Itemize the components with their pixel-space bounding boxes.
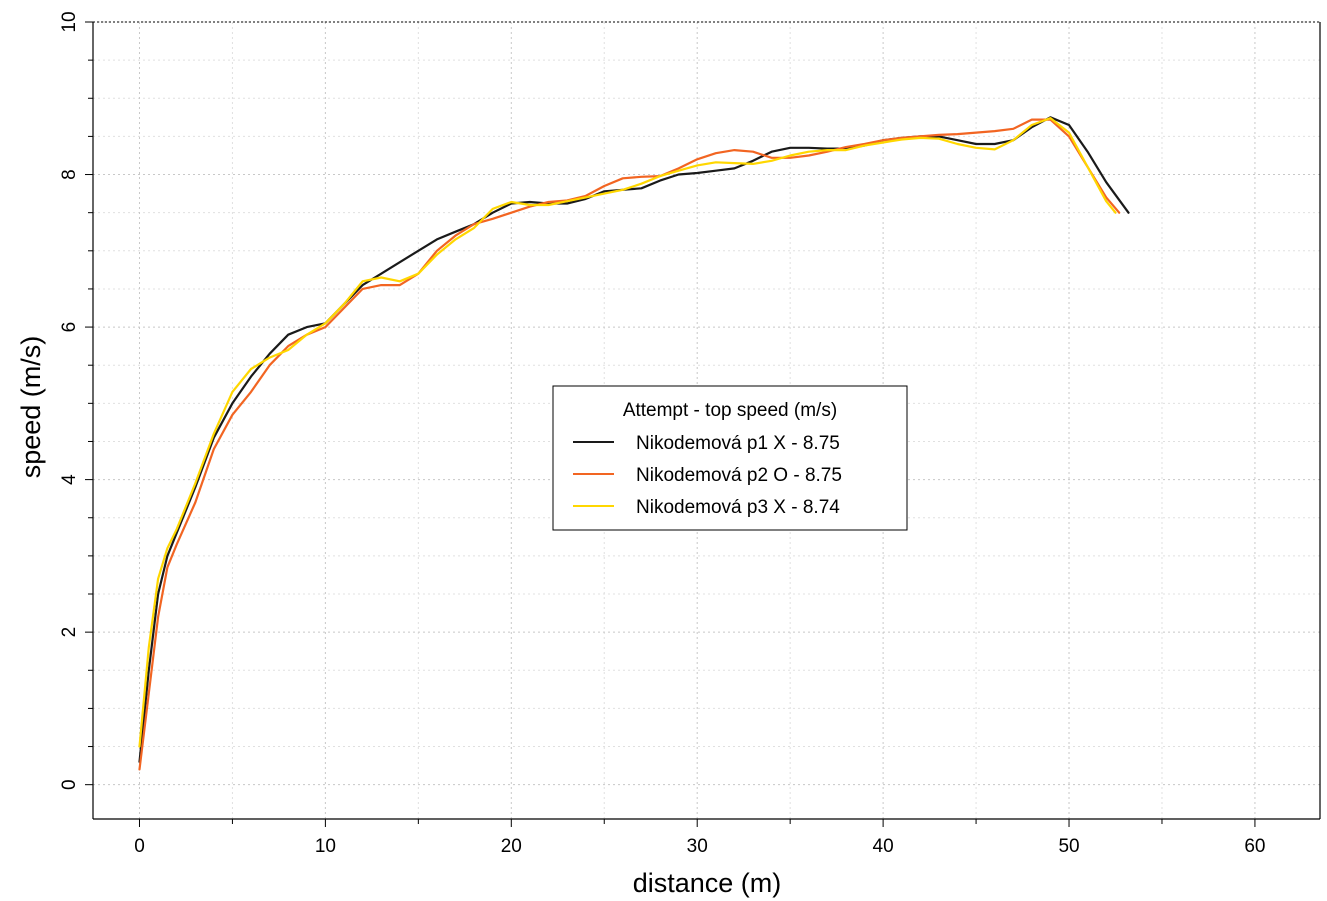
legend-label-2: Nikodemová p2 O - 8.75 [636,465,842,486]
y-tick-label: 8 [59,169,80,180]
x-tick-label: 0 [134,836,145,857]
y-tick-label: 10 [59,11,80,32]
x-tick-label: 10 [315,836,336,857]
legend: Attempt - top speed (m/s) Nikodemová p1 … [552,385,908,531]
y-tick-label: 4 [59,474,80,485]
legend-label-1: Nikodemová p1 X - 8.75 [636,433,840,454]
x-tick-label: 60 [1244,836,1265,857]
x-tick-label: 30 [687,836,708,857]
y-tick-label: 6 [59,322,80,333]
series-lines [138,116,1130,771]
y-tick-label: 0 [59,779,80,790]
y-axis-title: speed (m/s) [16,336,46,479]
x-tick-label: 20 [501,836,522,857]
axes: 0 10 20 30 40 50 60 0 2 4 6 8 10 [59,11,1321,857]
series-line-2 [138,118,1121,771]
x-tick-label: 50 [1058,836,1079,857]
legend-title: Attempt - top speed (m/s) [623,400,837,421]
series-line-1 [138,116,1130,763]
y-tick-label: 2 [59,627,80,638]
x-axis-title: distance (m) [633,868,782,898]
series-line-3 [138,117,1117,748]
x-tick-label: 40 [873,836,894,857]
legend-label-3: Nikodemová p3 X - 8.74 [636,497,840,518]
